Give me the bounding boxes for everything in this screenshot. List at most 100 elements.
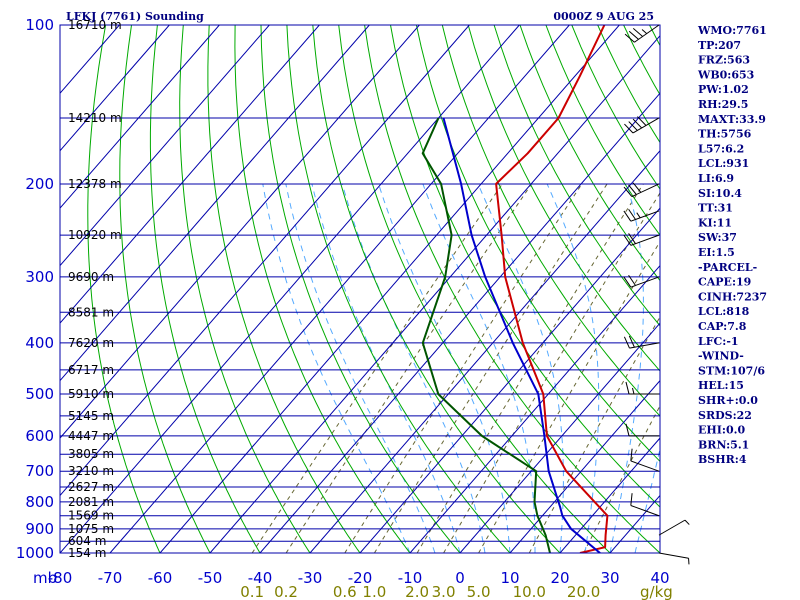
moist-adiabat-line [546,183,600,553]
stability-index: RH:29.5 [698,98,748,111]
stability-index: LCL:818 [698,305,750,318]
isobars [60,24,660,554]
temperature-tick-label: -40 [248,569,273,587]
dry-adiabat-line [779,25,800,553]
plot-border [59,24,661,554]
pressure-tick-label: 300 [25,268,54,286]
height-label: 3805 m [68,447,114,461]
pressure-tick-label: 400 [25,334,54,352]
pressure-tick-label: 800 [25,493,54,511]
isotherm-line [60,25,170,152]
stability-index: BRN:5.1 [698,438,749,451]
height-label: 5145 m [68,409,114,423]
mixing-ratio-line [373,183,608,553]
height-label: 14210 m [68,111,122,125]
height-label: 6717 m [68,363,114,377]
height-label: 10920 m [68,228,122,242]
temperature-tick-label: -80 [48,569,73,587]
temperature-tick-label: -10 [398,569,423,587]
stability-index: TH:5756 [698,128,752,141]
stability-index: MAXT:33.9 [698,113,766,126]
isotherm-line [60,25,520,553]
moist-adiabat-line [378,183,511,553]
stability-index: SHR+:0.0 [698,394,758,407]
isotherm-line [459,322,660,553]
stability-index: FRZ:563 [698,54,750,67]
stability-index: WB0:653 [697,68,754,81]
stability-index: CINH:7237 [698,290,767,303]
stability-index: LI:6.9 [698,172,734,185]
dry-adiabat-line [286,25,511,553]
dry-adiabat-line [571,25,660,190]
mixing-ratio-tick-label: 1.0 [362,583,386,600]
wind-barb [630,493,660,517]
height-label: 154 m [68,546,106,560]
height-label: 1569 m [68,509,114,523]
moist-adiabat-line [285,183,436,553]
height-label: 9690 m [68,270,114,284]
isotherm-line [409,264,660,553]
isotherm-line [60,25,220,209]
mixing-ratio-tick-label: 10.0 [513,583,546,600]
isotherm-line [159,25,620,553]
isotherm-line [209,34,660,553]
stability-index: STM:107/6 [698,364,765,377]
temperature-tick-label: -50 [198,569,223,587]
stability-index: TP:207 [698,39,741,52]
pressure-tick-label: 200 [25,175,54,193]
dewpoint-profile-line [421,117,551,553]
isotherm-line [359,207,660,553]
temperature-tick-label: -70 [98,569,123,587]
sounding-profiles [421,25,609,553]
temperature-tick-label: -60 [148,569,173,587]
height-label: 2081 m [68,495,114,509]
temperature-tick-label: 30 [600,569,619,587]
mixing-ratio-line [478,240,660,553]
stability-index: -PARCEL- [698,261,757,274]
stability-index: CAPE:19 [698,276,751,289]
isotherm-line [309,149,660,553]
wind-barb [625,423,659,437]
temperature-tick-label: -30 [298,569,323,587]
wind-barb [658,552,690,565]
pressure-unit-label: mb [33,569,57,587]
isotherm-line [60,25,320,324]
isotherms [60,25,660,553]
stability-index: EI:1.5 [698,246,735,259]
stability-index: LCL:931 [698,157,749,170]
height-label: 4447 m [68,429,114,443]
dry-adiabat-line [364,25,660,553]
stability-index: HEL:15 [698,379,744,392]
stability-index: PW:1.02 [698,83,749,96]
parcel-profile-line [442,117,601,553]
wind-barb [625,381,659,395]
isotherm-line [60,25,470,497]
pressure-tick-label: 500 [25,385,54,403]
height-label: 8581 m [68,305,114,319]
height-label: 7620 m [68,336,114,350]
height-label: 3210 m [68,464,114,478]
dry-adiabat-line [179,25,311,553]
dry-adiabat-line [149,25,261,553]
temperature-profile-line [495,25,609,553]
stability-index: L57:6.2 [698,142,744,155]
mixing-ratio-tick-label: 5.0 [467,583,491,600]
pressure-tick-label: 900 [25,520,54,538]
wind-barbs [623,24,690,565]
dry-adiabat-line [753,25,800,553]
mixing-ratio-unit-label: g/kg [640,583,673,600]
stability-index: CAP:7.8 [698,320,747,333]
temperature-tick-label: 10 [500,569,519,587]
height-label: 1075 m [68,522,114,536]
stability-index: KI:11 [698,216,732,229]
height-labels: 16710 m 14210 m 12378 m 10920 m 9690 m 8581 m… [68,18,122,560]
pressure-tick-label: 1000 [16,544,54,562]
height-label: 2627 m [68,480,114,494]
stability-index: LFC:-1 [698,335,739,348]
moist-adiabat-line [262,183,411,553]
dry-adiabat-line [260,25,461,553]
stability-index: SI:10.4 [698,187,742,200]
dry-adiabat-line [207,25,361,553]
wind-barb [624,116,660,134]
